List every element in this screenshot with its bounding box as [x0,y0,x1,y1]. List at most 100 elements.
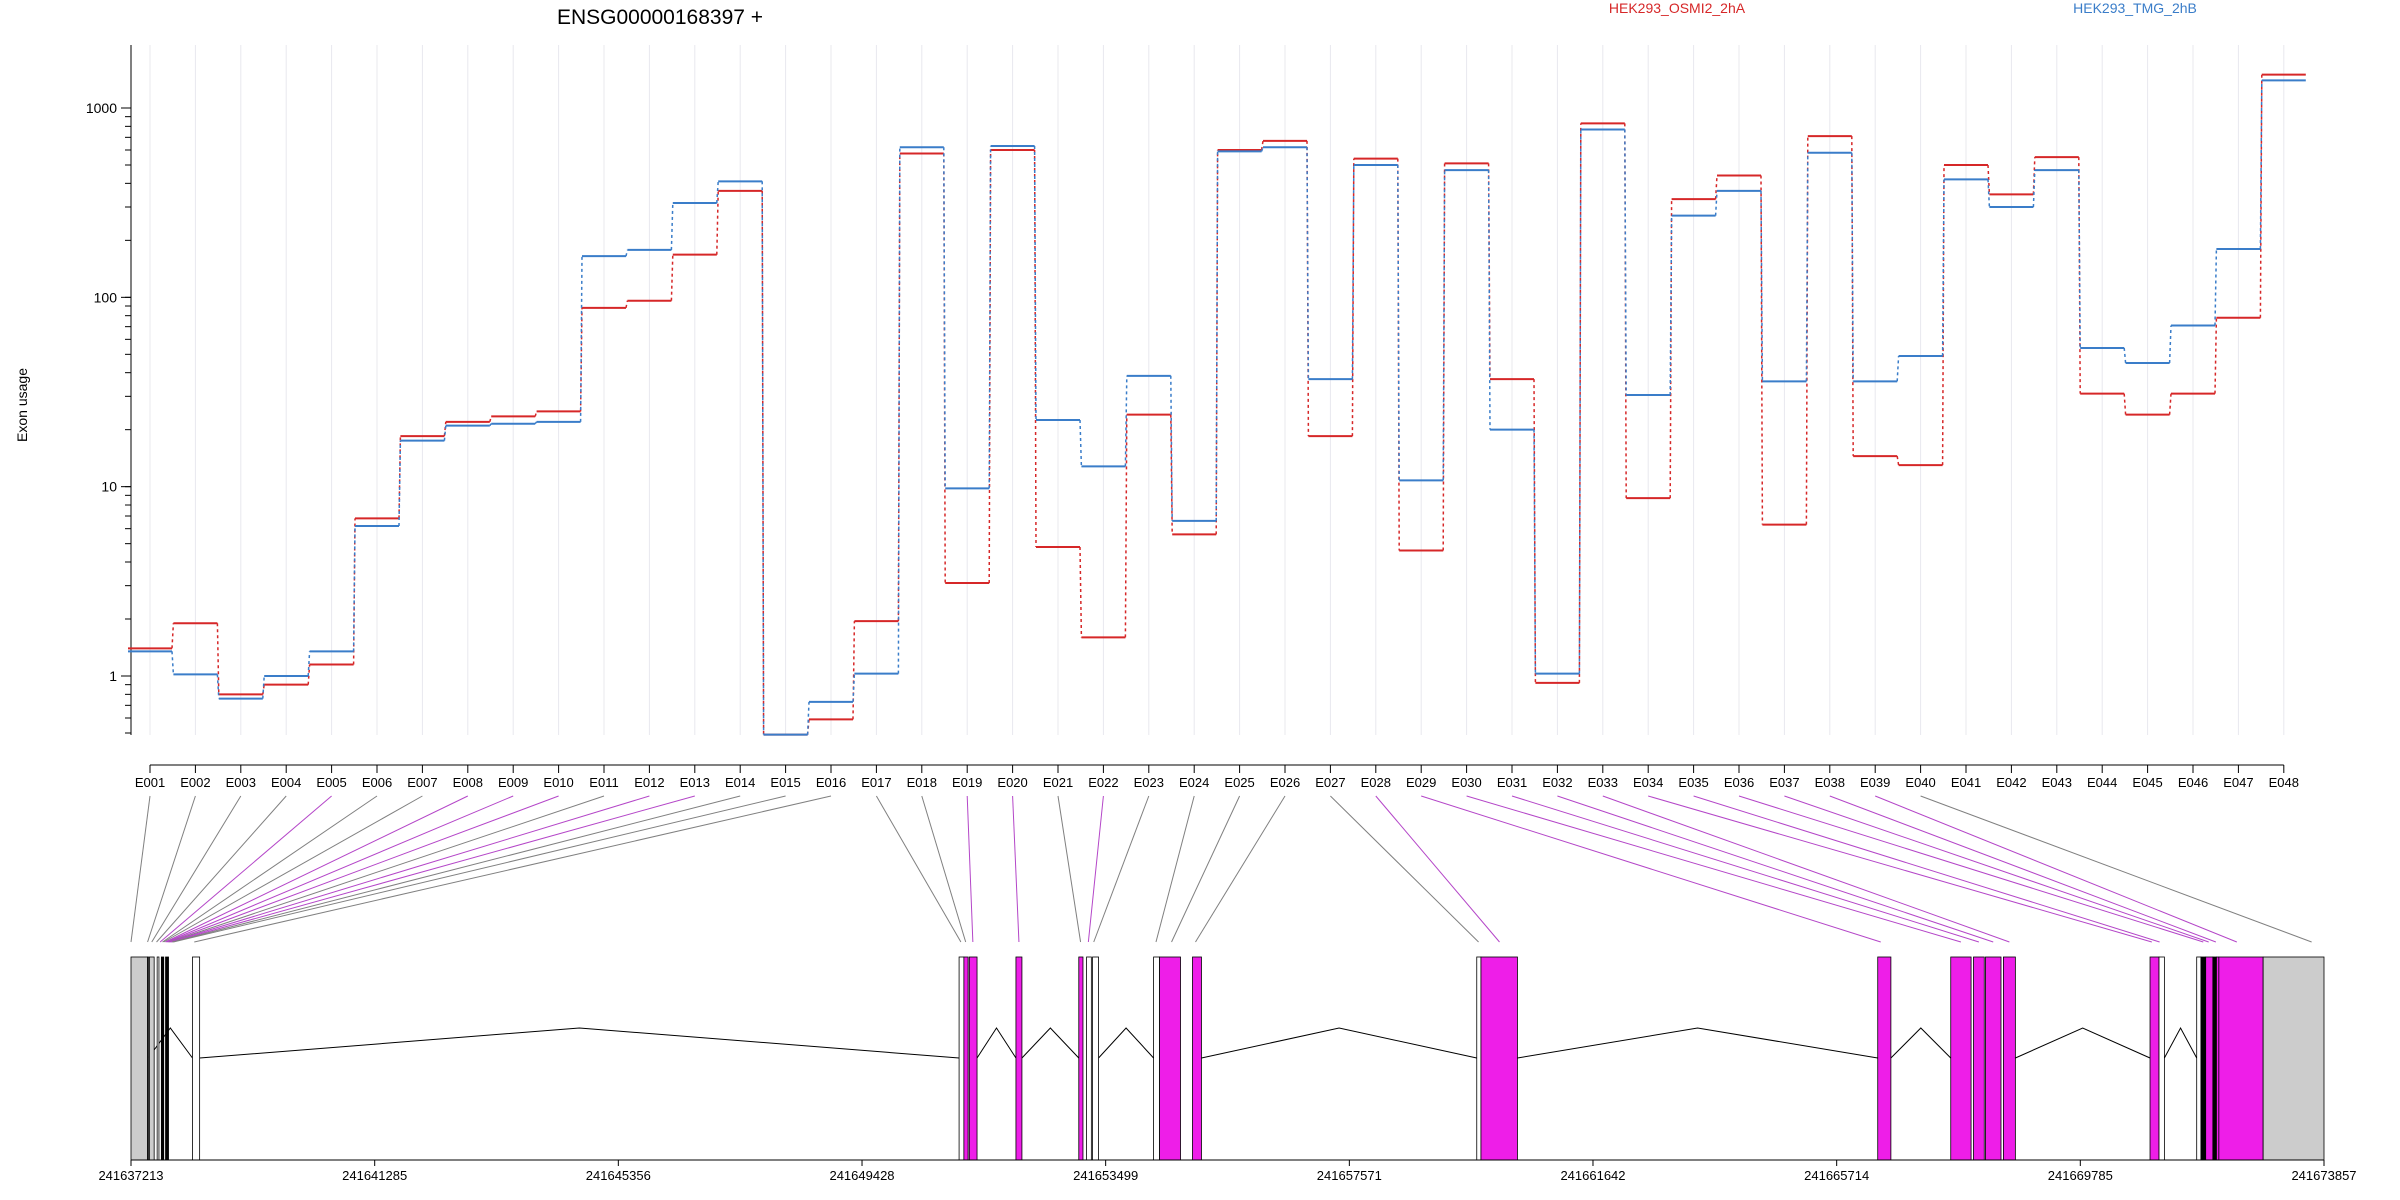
intron [1098,1027,1154,1059]
link-E018 [921,795,967,943]
genomic-tick-label: 241637213 [98,1168,163,1183]
exon-box [1015,956,1023,1161]
exon-box [2158,956,2165,1161]
genomic-coordinate-axis: 241637213 241641285 241645356 241649428 2416… [98,1159,2357,1183]
link-E002 [147,795,196,943]
x-tick-label-E015: E015 [770,775,800,790]
connector [352,525,356,652]
legend-entry-series-b: HEK293_TMG_2hB [2073,0,2197,16]
connector [1760,175,1764,525]
exon-box [1480,956,1518,1161]
x-tick-label-E040: E040 [1905,775,1935,790]
connector [806,701,810,735]
connector [489,416,492,423]
link-E016 [194,795,832,943]
x-tick-label-E037: E037 [1769,775,1799,790]
connector [1669,199,1673,499]
x-tick-label-E004: E004 [271,775,301,790]
link-E022 [1087,795,1104,943]
link-E019 [966,795,974,943]
connector [1851,152,1854,382]
series-lines [128,73,2306,736]
exon-box [2218,956,2264,1161]
y-tick-label: 100 [94,289,118,305]
x-tick-label-E013: E013 [680,775,710,790]
connector [1124,414,1128,638]
exon-box [1973,956,1985,1161]
connector [2078,170,2081,349]
x-tick-label-E021: E021 [1043,775,1073,790]
connector [761,190,765,735]
connector [761,181,765,735]
connector [1487,170,1491,430]
genomic-tick-label: 241649428 [829,1168,894,1183]
x-axis: E001 E002 E003 E004 E005 E006 E007 E008 E009 E010… [135,764,2299,790]
x-tick-label-E035: E035 [1678,775,1708,790]
link-E013 [170,795,695,943]
connector [1079,419,1083,467]
connector [1987,179,1991,208]
connector [1397,164,1400,481]
link-E031 [1511,795,1980,943]
connector [1896,455,1900,466]
y-axis: 1 10 100 1000 [86,45,132,735]
connector [1941,179,1945,356]
x-tick-label-E026: E026 [1270,775,1300,790]
intron [2163,1026,2198,1059]
connector [216,674,220,699]
link-E020 [1012,795,1020,943]
exon-box [192,956,201,1161]
connector [1533,429,1537,674]
exon-box [1192,956,1202,1161]
link-E027 [1330,795,1479,943]
link-E040 [1920,795,2312,943]
x-tick-label-E042: E042 [1996,775,2026,790]
x-tick-label-E018: E018 [907,775,937,790]
exon-connector-lines [130,795,2312,943]
connector [943,147,946,489]
link-E010 [167,795,559,943]
connector [2214,317,2218,394]
x-tick-label-E033: E033 [1588,775,1618,790]
x-tick-label-E009: E009 [498,775,528,790]
y-tick-label: 1 [109,668,117,684]
connector [307,651,311,677]
link-E036 [1738,795,2204,943]
connector [1896,355,1900,382]
connector [852,621,856,720]
connector [262,675,265,699]
exon-box [958,956,965,1161]
link-E025 [1171,795,1241,943]
x-tick-label-E031: E031 [1497,775,1527,790]
genomic-tick-label: 241641285 [342,1168,407,1183]
x-tick-label-E016: E016 [816,775,846,790]
intron [1201,1027,1477,1059]
connector [1170,414,1173,535]
link-E006 [162,795,378,943]
connector [716,181,719,204]
genomic-tick-label: 241645356 [586,1168,651,1183]
genomic-tick-label: 241661642 [1560,1168,1625,1183]
exon-box [1086,956,1092,1161]
link-E003 [151,795,242,943]
intron [147,1027,193,1059]
connector [2168,393,2172,415]
connector [489,423,492,427]
connector [443,425,447,441]
link-E017 [875,795,962,943]
intron [1517,1027,1878,1059]
gene-model [130,956,2325,1161]
x-tick-label-E002: E002 [180,775,210,790]
link-E015 [173,795,786,943]
exon-box [147,956,149,1161]
x-tick-label-E019: E019 [952,775,982,790]
connector [2123,347,2127,364]
x-tick-label-E027: E027 [1315,775,1345,790]
connector [2259,74,2263,318]
x-tick-label-E034: E034 [1633,775,1663,790]
y-tick-label: 10 [101,479,117,495]
x-tick-label-E011: E011 [589,775,618,790]
x-tick-label-E001: E001 [135,775,165,790]
exon-box [2003,956,2016,1161]
